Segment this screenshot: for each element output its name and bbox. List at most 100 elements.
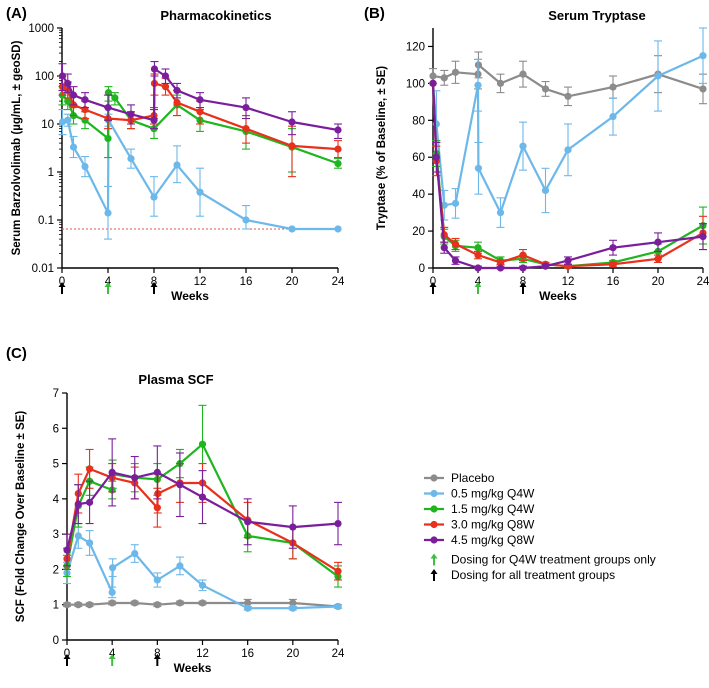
data-point xyxy=(198,599,207,607)
data-point xyxy=(242,103,250,112)
data-point xyxy=(564,257,572,265)
data-point xyxy=(609,244,617,252)
data-point xyxy=(474,264,482,272)
data-point xyxy=(108,588,116,596)
data-point xyxy=(104,103,112,112)
data-point xyxy=(85,601,94,609)
x-tick-label: 4 xyxy=(105,276,112,288)
data-point xyxy=(654,72,662,80)
panel-label: (B) xyxy=(364,5,385,22)
dosing-arrow-all xyxy=(429,282,437,294)
series-line xyxy=(65,443,339,578)
y-tick-label: 80 xyxy=(412,115,425,127)
data-point xyxy=(74,500,82,508)
y-tick-label: 6 xyxy=(53,423,59,435)
data-point xyxy=(440,74,448,82)
data-point xyxy=(153,576,161,584)
data-point xyxy=(609,83,617,91)
legend-label: 1.5 mg/kg Q4W xyxy=(451,502,535,516)
data-point xyxy=(108,599,116,607)
data-point xyxy=(654,238,662,246)
y-tick-label: 100 xyxy=(406,78,425,90)
series-g45 xyxy=(58,61,342,139)
legend-arrow-q4w: Dosing for Q4W treatment groups only xyxy=(430,553,656,567)
y-tick-label: 2 xyxy=(53,564,59,576)
data-point xyxy=(104,134,112,143)
y-tick-label: 1 xyxy=(48,167,54,179)
data-point xyxy=(541,186,550,195)
data-point xyxy=(334,225,342,233)
data-point xyxy=(150,116,158,124)
y-tick-label: 40 xyxy=(412,189,425,201)
data-point xyxy=(74,601,82,609)
data-point xyxy=(609,113,617,121)
data-point xyxy=(244,518,252,526)
x-tick-label: 20 xyxy=(652,276,665,288)
data-point xyxy=(176,562,184,570)
data-point xyxy=(496,209,505,217)
data-point xyxy=(81,96,89,104)
legend-item-g15: 1.5 mg/kg Q4W xyxy=(424,502,535,516)
legend-marker xyxy=(430,474,438,482)
series-line xyxy=(65,467,339,573)
data-point xyxy=(150,193,158,201)
dosing-arrow-all xyxy=(150,282,158,294)
data-point xyxy=(153,468,161,476)
data-point xyxy=(242,125,250,133)
data-point xyxy=(451,257,460,265)
y-tick-label: 120 xyxy=(406,41,425,53)
data-point xyxy=(131,474,139,482)
data-point xyxy=(289,604,297,612)
legend-item-low: 0.5 mg/kg Q4W xyxy=(424,487,535,501)
data-point xyxy=(111,94,119,102)
data-point xyxy=(64,116,72,124)
data-point xyxy=(176,599,184,607)
data-point xyxy=(161,72,170,80)
data-point xyxy=(541,262,550,270)
data-point xyxy=(564,146,572,154)
data-point xyxy=(69,91,78,99)
x-tick-label: 16 xyxy=(240,276,253,288)
y-tick-label: 5 xyxy=(53,459,59,471)
data-point xyxy=(127,110,135,118)
data-point xyxy=(519,70,527,78)
y-tick-label: 0.01 xyxy=(32,263,54,275)
data-point xyxy=(104,89,113,97)
data-point xyxy=(173,161,181,169)
data-point xyxy=(85,539,94,547)
x-tick-label: 4 xyxy=(109,648,116,660)
legend-label: 0.5 mg/kg Q4W xyxy=(451,487,535,501)
data-point xyxy=(198,581,207,589)
data-point xyxy=(699,233,707,241)
legend-label: 3.0 mg/kg Q8W xyxy=(451,518,535,532)
data-point xyxy=(440,244,448,252)
y-axis-label: SCF (Fold Change Over Baseline ± SE) xyxy=(15,411,27,623)
legend-marker xyxy=(430,489,438,498)
data-point xyxy=(289,523,297,531)
y-tick-label: 0 xyxy=(419,263,425,275)
data-point xyxy=(196,108,204,116)
series-low xyxy=(63,523,342,612)
x-tick-label: 12 xyxy=(196,648,209,660)
data-point xyxy=(85,465,94,473)
legend-marker xyxy=(430,505,438,513)
x-tick-label: 20 xyxy=(286,276,299,288)
data-point xyxy=(198,440,207,448)
x-tick-label: 12 xyxy=(194,276,207,288)
panel-label: (C) xyxy=(6,345,27,362)
y-tick-label: 1 xyxy=(53,600,59,612)
data-point xyxy=(334,126,342,134)
data-point xyxy=(64,79,72,88)
data-point xyxy=(288,142,296,150)
legend-label: Placebo xyxy=(451,471,495,485)
data-point xyxy=(451,199,460,207)
panel-2: (C)Plasma SCF0123456704812162024WeeksSCF… xyxy=(6,345,345,675)
data-point xyxy=(334,145,342,153)
x-tick-label: 4 xyxy=(475,276,482,288)
y-tick-label: 10 xyxy=(41,119,54,131)
chart-title: Plasma SCF xyxy=(138,372,213,387)
data-point xyxy=(699,85,707,93)
y-tick-label: 60 xyxy=(412,152,425,164)
